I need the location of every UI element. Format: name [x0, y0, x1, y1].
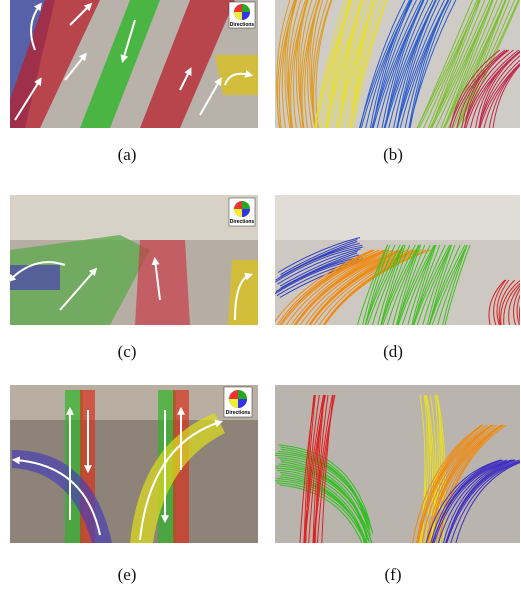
panel-c-image — [10, 195, 258, 325]
legend-text: Directions — [230, 219, 255, 225]
panel-caption: (a) — [118, 145, 137, 164]
panel-f-image — [275, 385, 521, 563]
panel-d-image — [273, 195, 521, 325]
legend-icon-c: Directions — [229, 198, 255, 226]
legend-text: Directions — [226, 410, 251, 416]
panel-caption: (b) — [383, 145, 403, 164]
panel-a-image — [0, 0, 258, 128]
legend-text: Directions — [230, 22, 255, 28]
figure: Directions Directions Directions (a) (b)… — [0, 0, 521, 590]
panel-caption: (f) — [385, 565, 402, 584]
panel-b-image — [275, 0, 521, 128]
panel-e-image — [10, 385, 258, 543]
panel-caption: (d) — [383, 342, 403, 361]
legend-icon-e: Directions — [224, 387, 252, 417]
panel-caption: (e) — [118, 565, 137, 584]
legend-icon-a: Directions — [229, 2, 255, 28]
panel-caption: (c) — [118, 342, 137, 361]
